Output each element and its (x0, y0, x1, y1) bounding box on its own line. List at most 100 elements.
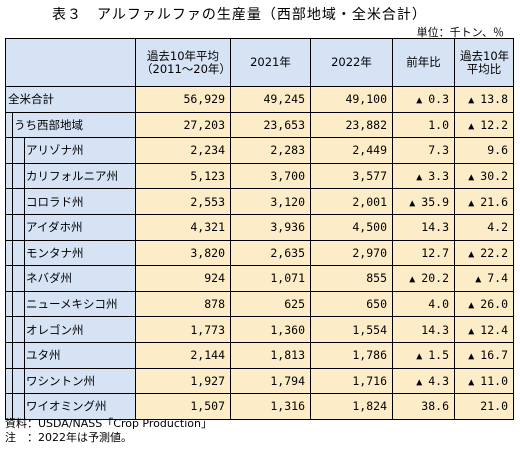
source-note: 資料：USDA/NASS「Crop Production」 (5, 417, 212, 430)
row-label-cell: アイダホ州 (5, 213, 136, 241)
row-label-cell: コロラド州 (5, 188, 136, 215)
y2021-cell: 3,120 (230, 188, 311, 215)
indent-guide (12, 343, 13, 368)
avg-cell: 3,820 (135, 239, 231, 267)
avg-cell: 878 (135, 290, 231, 318)
avg-cell: 1,927 (135, 367, 231, 395)
indent-guide (12, 138, 13, 163)
row-label-cell: モンタナ州 (5, 239, 136, 267)
percent-value: 12.2 (480, 117, 508, 132)
y2022-cell: 2,970 (310, 239, 393, 267)
percent-value: 1.0 (428, 117, 449, 132)
row-label: ワイオミング州 (26, 399, 107, 414)
table-row: ニューメキシコ州 878 625 650 4.0 ▲ 26.0 (5, 290, 514, 318)
indent-guide (12, 189, 13, 214)
header-avg-label: 過去10年平均 (146, 48, 220, 63)
table-row: カリフォルニア州 5,123 3,700 3,577 ▲ 3.3 ▲ 30.2 (5, 162, 514, 190)
decrease-marker: ▲ (416, 376, 423, 388)
percent-value: 30.2 (480, 169, 508, 184)
indent-guide (12, 215, 13, 240)
indent-guide (24, 317, 25, 342)
header-stub (5, 38, 136, 87)
row-label-cell: ニューメキシコ州 (5, 290, 136, 318)
avg-cell: 56,929 (135, 86, 231, 113)
y2022-cell: 1,786 (310, 341, 393, 369)
indent-guide (12, 317, 13, 342)
y2022-cell: 1,716 (310, 367, 393, 395)
y2022-cell: 23,882 (310, 111, 393, 139)
avg-cell: 4,321 (135, 213, 231, 241)
percent-value: 14.3 (421, 220, 449, 235)
vs-avg-cell: ▲ 22.2 (454, 239, 514, 267)
percent-value: 21.0 (480, 399, 508, 414)
unit-label: 単位：千トン、％ (416, 26, 504, 39)
decrease-marker: ▲ (468, 300, 475, 312)
vs-avg-cell: ▲ 21.6 (454, 188, 514, 215)
header-vs-avg-label: 過去10年 (460, 48, 510, 63)
avg-cell: 5,123 (135, 162, 231, 190)
percent-value: 1.5 (428, 348, 449, 363)
row-label: うち西部地域 (14, 117, 83, 132)
percent-value: 38.6 (421, 399, 449, 414)
y2022-cell: 3,577 (310, 162, 393, 190)
decrease-marker: ▲ (468, 197, 475, 209)
indent-guide (24, 138, 25, 163)
row-label: モンタナ州 (26, 245, 84, 260)
avg-cell: 1,507 (135, 393, 231, 420)
decrease-marker: ▲ (468, 376, 475, 388)
y2021-cell: 23,653 (230, 111, 311, 139)
percent-value: 9.6 (487, 143, 508, 158)
percent-value: 14.3 (421, 322, 449, 337)
header-avg: 過去10年平均 （2011～20年） (135, 38, 231, 87)
y2022-cell: 1,824 (310, 393, 393, 420)
row-label: コロラド州 (26, 194, 84, 209)
indent-guide (12, 113, 13, 137)
yoy-cell: ▲ 4.3 (392, 367, 455, 395)
percent-value: 16.7 (480, 348, 508, 363)
row-label-cell: うち西部地域 (5, 111, 136, 139)
y2021-cell: 3,700 (230, 162, 311, 190)
row-label: ユタ州 (26, 348, 61, 363)
percent-value: 26.0 (480, 297, 508, 312)
yoy-cell: 14.3 (392, 213, 455, 241)
yoy-cell: ▲ 3.3 (392, 162, 455, 190)
table-row: ユタ州 2,144 1,813 1,786 ▲ 1.5 ▲ 16.7 (5, 341, 514, 369)
y2022-cell: 4,500 (310, 213, 393, 241)
yoy-cell: ▲ 20.2 (392, 265, 455, 292)
indent-guide (12, 241, 13, 265)
y2021-cell: 49,245 (230, 86, 311, 113)
row-label: オレゴン州 (26, 322, 84, 337)
row-label-cell: ユタ州 (5, 341, 136, 369)
y2021-cell: 1,071 (230, 265, 311, 292)
vs-avg-cell: ▲ 12.2 (454, 111, 514, 139)
row-label-cell: オレゴン州 (5, 316, 136, 343)
header-yoy: 前年比 (392, 38, 455, 87)
production-table: 過去10年平均 （2011～20年） 2021年 2022年 前年比 過去10年… (5, 38, 514, 420)
decrease-marker: ▲ (468, 351, 475, 363)
table-body: 全米合計 56,929 49,245 49,100 ▲ 0.3 ▲ 13.8 うち西部地域 27,… (5, 86, 514, 420)
percent-value: 4.3 (428, 373, 449, 388)
vs-avg-cell: 4.2 (454, 213, 514, 241)
row-label-cell: カリフォルニア州 (5, 162, 136, 190)
footnotes: 資料：USDA/NASS「Crop Production」 注 ：2022年は予… (5, 417, 212, 445)
table-row: モンタナ州 3,820 2,635 2,970 12.7 ▲ 22.2 (5, 239, 514, 267)
y2022-cell: 2,449 (310, 137, 393, 164)
vs-avg-cell: 21.0 (454, 393, 514, 420)
y2021-cell: 1,316 (230, 393, 311, 420)
row-label-cell: ワシントン州 (5, 367, 136, 395)
table-row: ネバダ州 924 1,071 855 ▲ 20.2 ▲ 7.4 (5, 265, 514, 292)
decrease-marker: ▲ (409, 197, 416, 209)
indent-guide (24, 369, 25, 393)
decrease-marker: ▲ (475, 274, 482, 286)
header-2021: 2021年 (230, 38, 311, 87)
y2021-cell: 3,936 (230, 213, 311, 241)
avg-cell: 924 (135, 265, 231, 292)
row-label-cell: ネバダ州 (5, 265, 136, 292)
row-label: カリフォルニア州 (26, 169, 118, 184)
y2022-cell: 2,001 (310, 188, 393, 215)
table-row: ワイオミング州 1,507 1,316 1,824 38.6 21.0 (5, 393, 514, 420)
percent-value: 0.3 (428, 92, 449, 107)
row-label-cell: ワイオミング州 (5, 393, 136, 420)
header-vs-avg-sub: 平均比 (466, 61, 502, 76)
yoy-cell: ▲ 1.5 (392, 341, 455, 369)
